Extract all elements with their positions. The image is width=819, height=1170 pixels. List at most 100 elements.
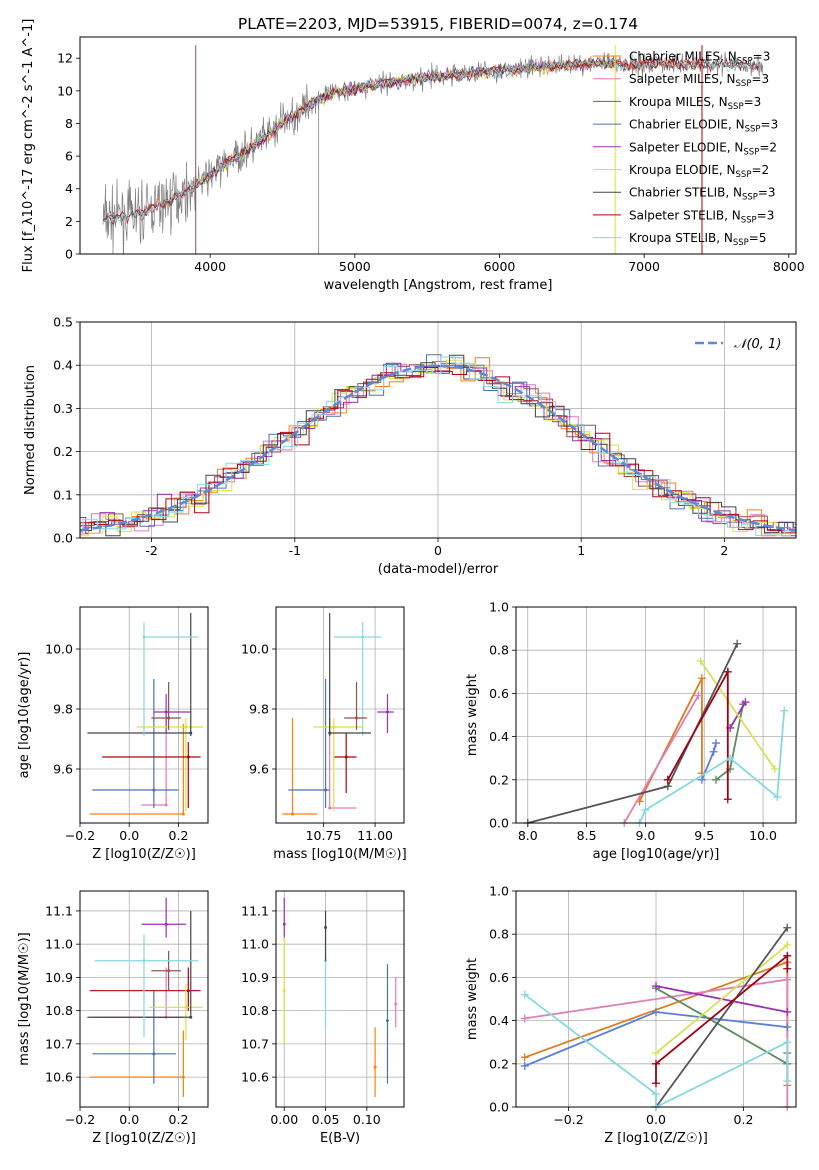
y-tick-label: 11.1 xyxy=(45,903,73,918)
data-point xyxy=(167,969,171,973)
y-tick-label: 11.1 xyxy=(241,903,269,918)
data-point xyxy=(181,812,185,816)
data-point xyxy=(385,1019,389,1023)
weight-marker xyxy=(783,941,792,949)
errorbar-data xyxy=(87,613,204,816)
y-tick-label: 0.6 xyxy=(489,970,509,985)
y-tick-label: 10.6 xyxy=(45,1070,73,1085)
data-point xyxy=(324,788,328,792)
legend-label: Kroupa MILES, NSSP=3 xyxy=(629,95,761,112)
histogram-kroupa_stelib-step xyxy=(80,356,796,536)
axes-frame xyxy=(79,606,209,824)
x-tick-label: 0.2 xyxy=(169,1112,189,1127)
data-point xyxy=(186,989,190,993)
data-point xyxy=(282,989,286,993)
x-tick-label: 0.05 xyxy=(312,1112,340,1127)
weight-marker xyxy=(770,765,779,773)
y-tick-label: 0.4 xyxy=(53,358,73,373)
y-tick-label: 0.6 xyxy=(489,686,509,701)
weight-marker xyxy=(663,775,672,784)
y-tick-label: 10.8 xyxy=(241,1003,269,1018)
weight-marker xyxy=(694,691,703,700)
residuals-panel: -2 -1 0 1 2 0.0 0.1 0.2 0.3 0.4 0.5 (data-model)/er… xyxy=(23,315,797,577)
histogram-chabrier_miles-step xyxy=(80,357,796,537)
y-tick-label: 0.4 xyxy=(489,1013,509,1028)
weight-marker xyxy=(520,1053,529,1062)
y-tick-label: 10.7 xyxy=(45,1036,73,1051)
weight-lines xyxy=(523,639,789,827)
y-tick-label: 10.9 xyxy=(45,970,73,985)
weight-marker xyxy=(783,1077,792,1086)
y-tick-label: 11.0 xyxy=(45,937,73,952)
y-tick-label: 1.0 xyxy=(489,884,509,899)
x-axis-label: Z [log10(Z/Z☉)] xyxy=(92,847,196,862)
data-point xyxy=(344,755,348,759)
spectrum-legend: Chabrier MILES, NSSP=3 Salpeter MILES, NS… xyxy=(593,50,778,248)
x-tick-label: −0.2 xyxy=(553,1112,583,1127)
weight-series-line xyxy=(638,710,786,824)
normal-curve-line xyxy=(80,364,796,532)
weight-marker xyxy=(783,1023,792,1032)
x-axis-label: wavelength [Angstrom, rest frame] xyxy=(324,278,553,293)
histogram-data xyxy=(80,354,796,537)
histogram-chabrier_stelib-step xyxy=(80,354,796,537)
data-point xyxy=(164,710,168,714)
data-point xyxy=(184,1005,188,1009)
y-tick-label: 6 xyxy=(65,149,73,164)
y-axis-label: mass weight xyxy=(465,674,480,756)
data-point xyxy=(373,1065,377,1069)
x-tick-label: −0.2 xyxy=(65,828,95,843)
model-salpeter_stelib-line xyxy=(102,56,760,225)
weight-marker xyxy=(652,982,660,991)
weight-marker xyxy=(652,1049,660,1057)
y-tick-label: 8 xyxy=(65,116,73,131)
legend-label: Salpeter MILES, NSSP=3 xyxy=(629,72,769,89)
data-point xyxy=(328,731,332,735)
x-axis-label: mass [log10(M/M☉)] xyxy=(273,847,406,862)
y-tick-label: 10.8 xyxy=(45,1003,73,1018)
data-point xyxy=(152,1052,156,1056)
weight-marker xyxy=(783,951,792,960)
y-tick-label: 0.8 xyxy=(489,643,509,658)
data-point xyxy=(328,806,332,810)
axes-frame xyxy=(275,606,405,824)
x-tick-label: 9.0 xyxy=(635,828,655,843)
y-tick-label: 0.2 xyxy=(489,1056,509,1071)
weight-marker xyxy=(783,1007,792,1016)
x-tick-label: 8.5 xyxy=(577,828,597,843)
weight-marker xyxy=(723,795,732,804)
y-tick-label: 10.0 xyxy=(45,642,73,657)
data-point xyxy=(186,755,190,759)
weight-marker xyxy=(520,990,529,999)
axes-frame xyxy=(515,890,797,1108)
data-point xyxy=(164,803,168,807)
legend-label: Kroupa STELIB, NSSP=5 xyxy=(629,231,767,248)
weight-marker xyxy=(783,964,792,973)
y-tick-label: 10.6 xyxy=(241,1070,269,1085)
weight-vs-Z-panel: −0.2 0.0 0.2 0.0 0.2 0.4 0.6 0.8 1.0 Z [log10(Z/Z… xyxy=(465,884,797,1146)
x-tick-label: 4000 xyxy=(194,259,226,274)
weight-series-line xyxy=(638,677,703,802)
x-tick-label: 6000 xyxy=(484,259,516,274)
axes-frame xyxy=(79,321,797,539)
weight-marker xyxy=(652,1059,660,1068)
y-tick-label: 10.9 xyxy=(241,970,269,985)
model-kroupa_stelib-line xyxy=(102,55,760,226)
weight-marker xyxy=(652,1007,660,1016)
legend-label: Salpeter STELIB, NSSP=3 xyxy=(629,208,774,225)
axes-frame xyxy=(275,890,405,1108)
x-tick-label: 0.2 xyxy=(169,828,189,843)
weight-marker xyxy=(733,639,742,648)
legend-label: Salpeter ELODIE, NSSP=2 xyxy=(629,140,777,157)
y-tick-label: 9.8 xyxy=(249,702,269,717)
y-tick-label: 9.6 xyxy=(53,762,73,777)
y-tick-label: 9.8 xyxy=(53,702,73,717)
y-tick-label: 11.0 xyxy=(241,937,269,952)
data-point xyxy=(282,922,286,926)
y-tick-label: 10 xyxy=(57,83,73,98)
x-tick-label: -2 xyxy=(145,543,157,558)
data-point xyxy=(152,788,156,792)
model-chabrier_stelib-line xyxy=(102,56,760,222)
weight-marker xyxy=(741,698,750,707)
y-tick-label: 0.8 xyxy=(489,927,509,942)
